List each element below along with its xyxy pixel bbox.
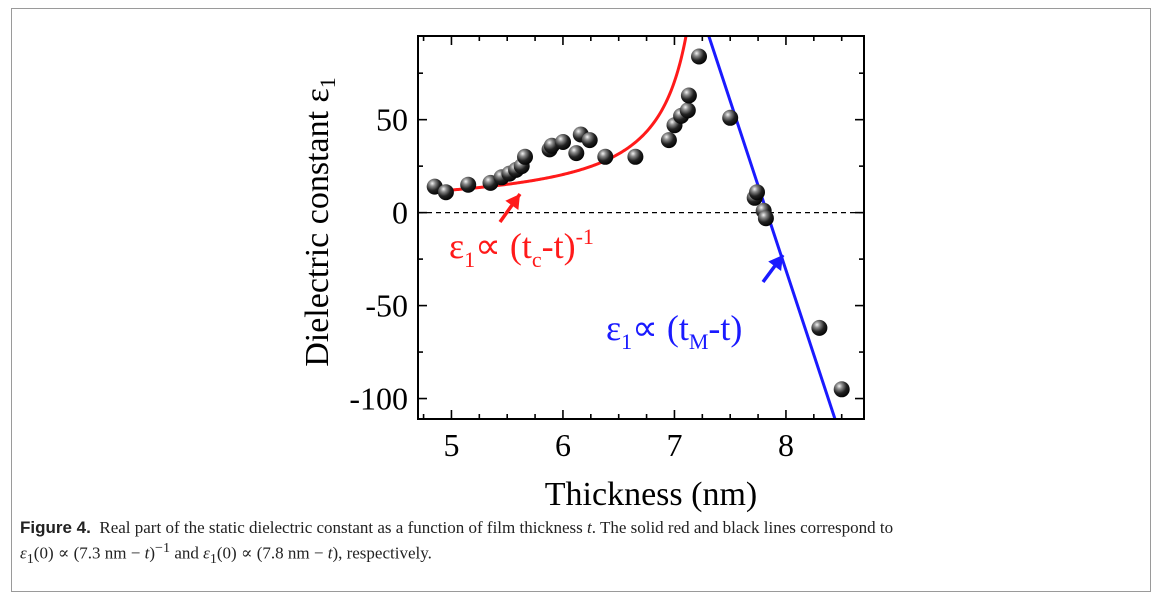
data-point [757,210,774,227]
y-axis-label-main: Dielectric constant ε [299,88,336,367]
caption-line-1: Figure 4. Real part of the static dielec… [20,518,1140,538]
data-point [833,381,850,398]
x-tick-label: 7 [666,427,682,463]
data-point [660,132,677,149]
data-point [627,148,644,165]
caption-t: t [587,518,592,537]
caption-sup-a: −1 [155,540,171,556]
blue-formula-sub1: 1 [621,329,632,354]
data-point [679,102,696,119]
red-formula-eps: ε [449,226,464,266]
blue-fit-formula: ε1∝ (tM-t) [606,308,742,354]
x-tick-label: 8 [778,427,794,463]
red-formula-subc: c [532,247,542,272]
caption-and: and [170,543,204,563]
red-fit-formula: ε1∝ (tc-t)-1 [449,224,594,272]
x-tick-label: 5 [443,427,459,463]
data-point [811,319,828,336]
blue-formula-end: -t) [708,308,742,348]
caption-text-1-end: . The solid red and black lines correspo… [591,518,894,537]
data-point [517,148,533,165]
caption-text-1: Real part of the static dielectric const… [99,518,583,537]
data-point [568,145,585,162]
red-formula-sub1: 1 [464,247,475,272]
caption-sub-a: 1 [26,551,34,568]
caption-close-b: ), respectively. [332,543,432,563]
data-point [460,176,477,193]
caption-sub-b: 1 [209,551,217,568]
data-point [680,87,697,104]
y-axis-label: Dielectric constant ε1 [299,77,340,367]
caption-zero-a: (0) ∝ (7.3 nm − [33,543,145,563]
red-formula-end: -t) [542,226,576,266]
caption-t-b: t [327,543,333,563]
caption-eps-a: ε [20,543,27,563]
data-point [437,184,454,201]
data-point [691,48,707,65]
data-point [722,109,739,126]
caption-eps-b: ε [203,543,210,563]
blue-formula-mid: ∝ (t [632,308,689,348]
caption-t-a: t [144,543,150,563]
figure-caption: Figure 4. Real part of the static dielec… [20,518,1140,569]
caption-close-a: ) [149,543,155,563]
chart-svg: 5 6 7 8 50 0 -50 -100 Thickness (nm) Dielectric… [299,35,865,513]
figure-frame [11,8,1151,592]
red-fit-curve [434,36,688,193]
red-formula-sup: -1 [576,224,594,249]
data-point [581,132,598,149]
red-arrow-head [505,194,520,211]
blue-formula-subM: M [689,329,709,354]
data-point [555,134,571,150]
blue-formula-eps: ε [606,308,621,348]
data-point [749,184,765,201]
y-tick-label: 0 [392,195,408,231]
y-axis-label-sub: 1 [315,77,340,88]
x-axis-label: Thickness (nm) [545,476,757,513]
y-tick-label: -100 [349,381,408,417]
caption-line-2: ε1(0) ∝ (7.3 nm − t)−1 and ε1(0) ∝ (7.8 … [20,538,1140,569]
data-point [597,148,614,165]
blue-arrow-head [768,255,783,272]
y-tick-label: 50 [376,102,408,138]
plot-frame [417,35,865,420]
caption-zero-b: (0) ∝ (7.8 nm − [216,543,328,563]
red-formula-mid: ∝ (t [475,226,532,266]
caption-label: Figure 4. [20,518,91,537]
x-tick-label: 6 [555,427,571,463]
y-tick-label: -50 [365,288,408,324]
